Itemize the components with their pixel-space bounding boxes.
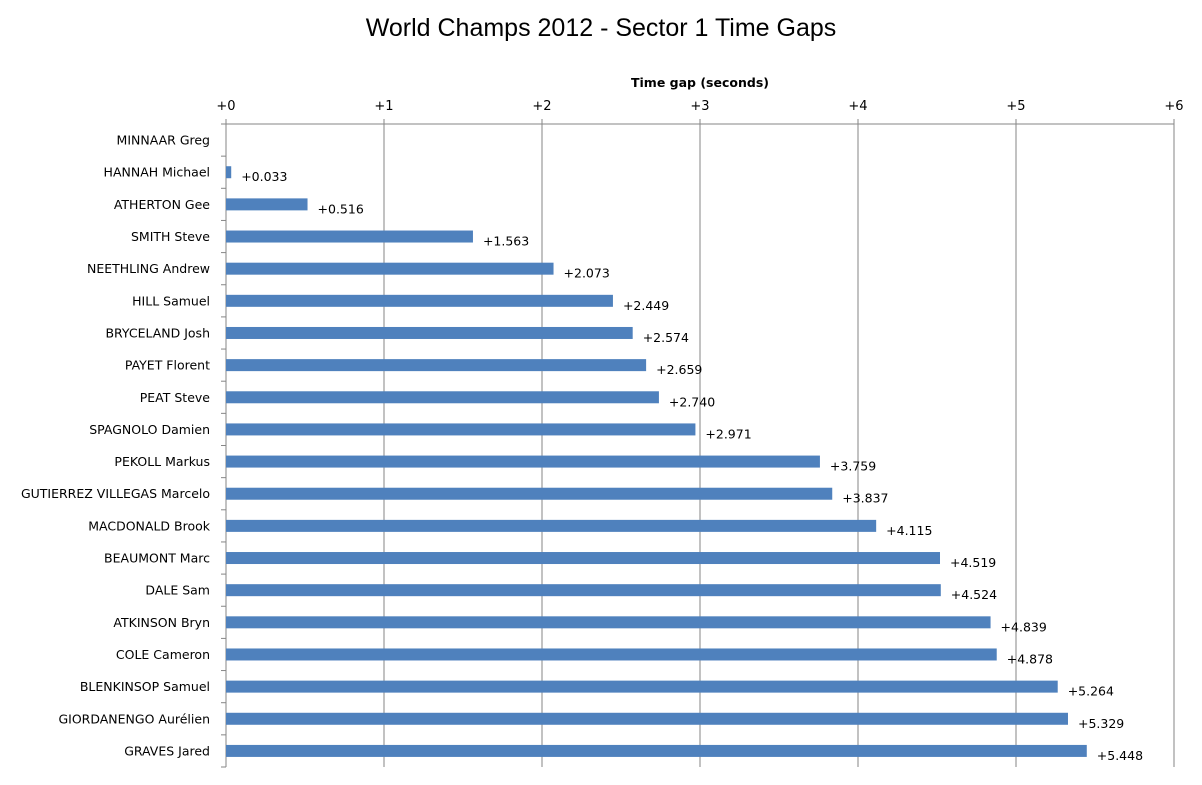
- category-label: DALE Sam: [145, 583, 210, 598]
- data-label: +1.563: [483, 234, 529, 249]
- data-label: +5.264: [1068, 684, 1114, 699]
- category-label: PEKOLL Markus: [114, 454, 210, 469]
- x-tick-label: +6: [1164, 99, 1183, 114]
- data-label: +4.839: [1001, 619, 1047, 634]
- category-label: MINNAAR Greg: [117, 133, 210, 148]
- category-label: GRAVES Jared: [124, 743, 210, 758]
- bar: [226, 712, 1068, 725]
- x-tick-label: +5: [1006, 99, 1025, 114]
- data-label: +2.073: [564, 266, 610, 281]
- bar: [226, 391, 659, 404]
- chart-title: World Champs 2012 - Sector 1 Time Gaps: [365, 14, 837, 42]
- category-label: NEETHLING Andrew: [87, 261, 210, 276]
- x-tick-label: +0: [216, 99, 235, 114]
- category-label: HANNAH Michael: [104, 165, 210, 180]
- data-label: +2.971: [705, 426, 751, 441]
- data-label: +3.759: [830, 459, 876, 474]
- bar: [226, 423, 696, 436]
- bar: [226, 584, 941, 597]
- bar: [226, 359, 647, 372]
- bar: [226, 198, 308, 211]
- category-label: SPAGNOLO Damien: [89, 422, 210, 437]
- bar: [226, 230, 473, 243]
- category-label: ATHERTON Gee: [114, 197, 210, 212]
- category-label: BRYCELAND Josh: [105, 325, 210, 340]
- category-label: PAYET Florent: [125, 358, 210, 373]
- data-label: +4.524: [951, 587, 997, 602]
- data-label: +2.659: [656, 362, 702, 377]
- bar: [226, 680, 1058, 693]
- bar: [226, 648, 997, 661]
- bar: [226, 519, 877, 532]
- category-label: BEAUMONT Marc: [104, 551, 210, 566]
- bar: [226, 326, 633, 339]
- data-label: +3.837: [842, 491, 888, 506]
- data-label: +4.115: [886, 523, 932, 538]
- category-label: ATKINSON Bryn: [113, 615, 210, 630]
- bar: [226, 166, 232, 179]
- x-tick-label: +1: [374, 99, 393, 114]
- x-tick-label: +3: [690, 99, 709, 114]
- category-label: COLE Cameron: [116, 647, 210, 662]
- x-axis-title: Time gap (seconds): [631, 75, 769, 90]
- x-tick-label: +2: [532, 99, 551, 114]
- bar: [226, 455, 820, 468]
- data-label: +0.033: [241, 169, 287, 184]
- category-label: SMITH Steve: [131, 229, 210, 244]
- data-label: +4.519: [950, 555, 996, 570]
- data-label: +5.329: [1078, 716, 1124, 731]
- category-label: PEAT Steve: [140, 390, 211, 405]
- category-label: MACDONALD Brook: [88, 518, 211, 533]
- category-label: HILL Samuel: [132, 293, 210, 308]
- data-label: +5.448: [1097, 748, 1143, 763]
- category-label: BLENKINSOP Samuel: [80, 679, 210, 694]
- bar: [226, 294, 613, 307]
- data-label: +2.740: [669, 394, 715, 409]
- bar: [226, 744, 1087, 757]
- x-tick-label: +4: [848, 99, 867, 114]
- bar: [226, 262, 554, 275]
- data-label: +4.878: [1007, 651, 1053, 666]
- bar: [226, 552, 941, 565]
- data-label: +2.449: [623, 298, 669, 313]
- data-label: +0.516: [318, 201, 364, 216]
- bar: [226, 616, 991, 629]
- category-label: GUTIERREZ VILLEGAS Marcelo: [21, 486, 210, 501]
- category-label: GIORDANENGO Aurélien: [58, 711, 210, 726]
- data-label: +2.574: [643, 330, 689, 345]
- bar: [226, 487, 833, 500]
